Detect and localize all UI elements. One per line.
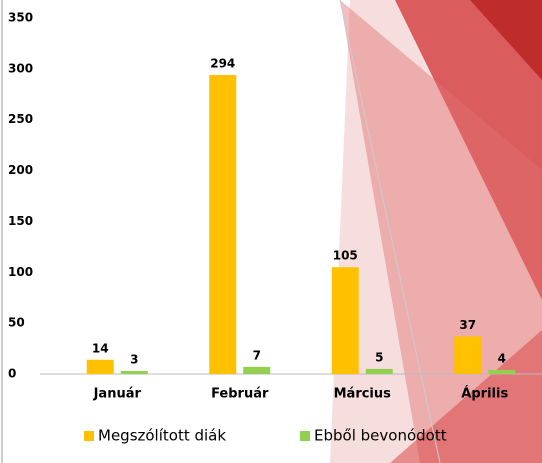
bar xyxy=(454,336,482,374)
data-label: 4 xyxy=(498,351,506,365)
bar xyxy=(120,370,148,374)
bar xyxy=(488,369,516,374)
y-tick-label: 50 xyxy=(8,316,25,330)
bar xyxy=(86,359,114,374)
bar xyxy=(209,74,237,375)
data-label: 14 xyxy=(92,341,109,355)
bar xyxy=(365,368,393,374)
bar xyxy=(331,267,359,374)
data-label: 7 xyxy=(253,348,261,362)
y-tick-label: 100 xyxy=(8,265,33,279)
y-tick-label: 150 xyxy=(8,214,33,228)
y-tick-label: 200 xyxy=(8,163,33,177)
data-label: 105 xyxy=(333,249,358,263)
data-label: 5 xyxy=(375,350,383,364)
data-label: 3 xyxy=(130,352,138,366)
data-label: 294 xyxy=(210,56,235,70)
x-tick-label: Február xyxy=(211,387,269,402)
legend-swatch xyxy=(84,431,94,441)
x-tick-label: Április xyxy=(461,386,508,402)
bar xyxy=(243,366,271,374)
legend-swatch xyxy=(300,431,310,441)
legend-label: Ebből bevonódott xyxy=(314,427,447,445)
data-label: 37 xyxy=(459,318,476,332)
x-tick-label: Január xyxy=(93,387,142,402)
legend-label: Megszólított diák xyxy=(98,427,226,445)
x-tick-label: Március xyxy=(334,387,392,402)
y-tick-label: 300 xyxy=(8,61,33,75)
y-tick-label: 250 xyxy=(8,112,33,126)
y-tick-label: 0 xyxy=(8,367,16,381)
y-tick-label: 350 xyxy=(8,11,33,25)
